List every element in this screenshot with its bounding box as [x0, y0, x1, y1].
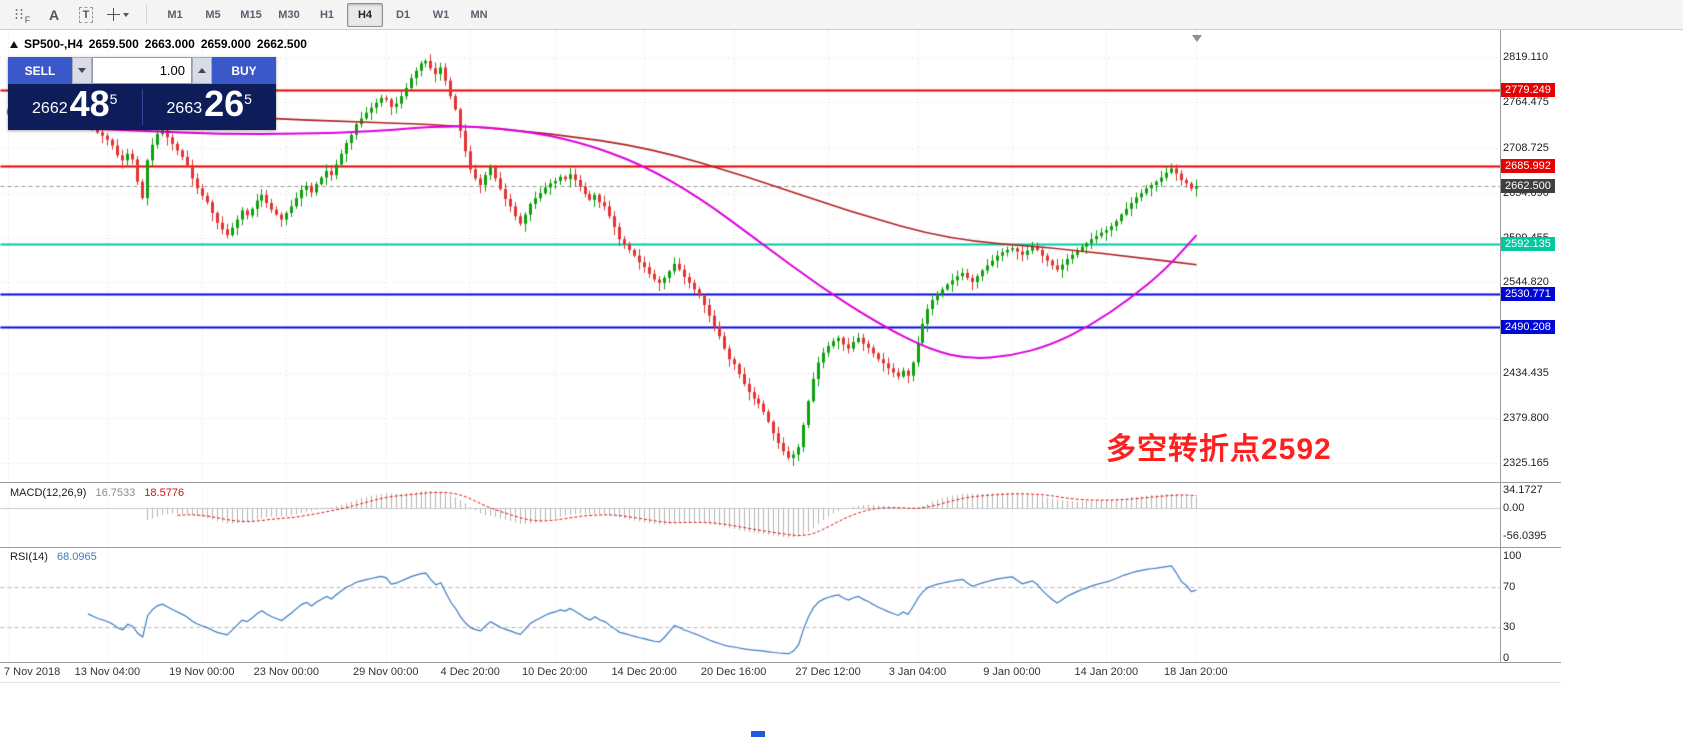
- volume-down-button[interactable]: [72, 57, 92, 84]
- text-label-button[interactable]: A: [40, 2, 68, 28]
- timeframe-toolbar: M1 M5 M15 M30 H1 H4 D1 W1 MN: [157, 2, 499, 27]
- low-value: 2659.000: [200, 37, 251, 51]
- axis-label: -56.0395: [1503, 530, 1547, 543]
- text-box-button[interactable]: T: [72, 2, 100, 28]
- rsi-value: 68.0965: [56, 551, 97, 563]
- timeframe-button-h4[interactable]: H4: [347, 2, 383, 27]
- axis-label: 2379.800: [1503, 412, 1549, 425]
- macd-canvas[interactable]: [0, 483, 1500, 547]
- timeframe-button-w1[interactable]: W1: [432, 8, 450, 21]
- volume-input[interactable]: [92, 57, 192, 84]
- timeframe-button-h1[interactable]: H1: [319, 8, 335, 21]
- price-level-label: 2530.771: [1501, 287, 1555, 301]
- chevron-down-icon: [123, 12, 129, 17]
- axis-label: 30: [1503, 621, 1516, 634]
- rsi-timeaxis-separator: [0, 662, 1561, 663]
- rsi-name: RSI(14): [10, 551, 48, 563]
- price-level-label: 2592.135: [1501, 236, 1555, 251]
- high-value: 2663.000: [144, 37, 195, 51]
- macd-rsi-separator[interactable]: [0, 547, 1561, 548]
- time-axis-label: 20 Dec 16:00: [700, 666, 767, 678]
- time-axis-label: 19 Nov 00:00: [169, 666, 235, 678]
- bid-main: 2662: [32, 99, 68, 117]
- sell-button[interactable]: SELL: [8, 57, 72, 84]
- axis-label: 2819.110: [1503, 51, 1549, 63]
- rsi-label: RSI(14) 68.0965: [10, 551, 97, 563]
- time-axis-label: 29 Nov 00:00: [353, 666, 419, 678]
- time-axis-label: 4 Dec 20:00: [440, 666, 500, 678]
- price-divider: [141, 89, 143, 125]
- axis-label: 100: [1503, 550, 1522, 562]
- timeframe-button-mn[interactable]: MN: [470, 8, 488, 21]
- axis-label: 34.1727: [1503, 484, 1543, 497]
- time-axis-label: 3 Jan 04:00: [888, 666, 947, 678]
- time-axis-label: 10 Dec 20:00: [521, 666, 588, 678]
- timeframe-button-m1[interactable]: M1: [167, 8, 183, 21]
- macd-name: MACD(12,26,9): [10, 487, 87, 499]
- price-level-label: 2490.208: [1501, 320, 1555, 335]
- crosshair-icon: [107, 8, 120, 21]
- rsi-canvas[interactable]: [0, 548, 1500, 662]
- chart-macd-separator[interactable]: [0, 482, 1561, 483]
- time-axis-label: 9 Jan 00:00: [983, 666, 1041, 678]
- chart-annotation-text: 多空转折点2592: [1106, 433, 1332, 466]
- axis-label: 2708.725: [1503, 141, 1549, 154]
- time-axis-label: 18 Jan 20:00: [1164, 666, 1228, 678]
- price-level-label: 2685.992: [1501, 159, 1555, 174]
- macd-signal-value: 18.5776: [144, 487, 185, 499]
- volume-up-button[interactable]: [192, 57, 212, 84]
- grid-icon: [13, 8, 24, 21]
- timeframe-button-d1[interactable]: D1: [395, 8, 411, 21]
- close-value: 2662.500: [256, 37, 307, 51]
- symbol-timeframe: SP500-,H4: [24, 37, 83, 51]
- one-click-trading-panel: SELL BUY 2662 48 5 2663 26 5: [8, 57, 276, 130]
- triangle-up-icon: [198, 68, 206, 73]
- axis-label: 2434.435: [1503, 367, 1549, 380]
- price-level-label: 2779.249: [1501, 82, 1555, 97]
- time-axis-label: 14 Dec 20:00: [611, 666, 677, 678]
- price-level-label: 2662.500: [1501, 178, 1555, 193]
- axis-label: 0: [1503, 652, 1510, 664]
- ask-pips: 26: [204, 83, 245, 125]
- macd-label: MACD(12,26,9) 16.7533 18.5776: [10, 487, 184, 499]
- time-axis-label: 23 Nov 00:00: [253, 666, 320, 678]
- axis-label: 2325.165: [1503, 457, 1549, 469]
- axis-label: 0.00: [1503, 501, 1525, 514]
- macd-main-value: 16.7533: [95, 487, 136, 499]
- open-value: 2659.500: [88, 37, 139, 51]
- text-box-icon: T: [78, 6, 94, 23]
- crosshair-button[interactable]: [104, 2, 132, 28]
- buy-button[interactable]: BUY: [212, 57, 276, 84]
- bottom-edge-artifact: [751, 731, 765, 737]
- toolbar-separator: [146, 4, 147, 25]
- axis-label: 70: [1503, 580, 1516, 593]
- time-axis-label: 27 Dec 12:00: [795, 666, 861, 678]
- ask-fraction: 5: [244, 90, 252, 107]
- axis-label: 2544.820: [1503, 276, 1549, 289]
- ohlc-header: SP500-,H4 2659.500 2663.000 2659.000 266…: [10, 37, 313, 51]
- text-label-icon: A: [48, 6, 60, 23]
- grid-icon-label: F: [24, 14, 31, 25]
- tick-up-icon: [10, 40, 18, 48]
- timeframe-button-m15[interactable]: M15: [240, 8, 262, 21]
- bid-price[interactable]: 2662 48 5: [8, 83, 142, 125]
- bid-pips: 48: [69, 83, 110, 125]
- indicator-grid-button[interactable]: F: [8, 2, 36, 28]
- timeframe-button-m5[interactable]: M5: [205, 8, 221, 21]
- top-toolbar: F A T M1 M5 M15 M30 H1 H4 D1 W1 MN: [0, 0, 1683, 30]
- triangle-down-icon: [78, 68, 86, 73]
- price-axis-border: [1500, 30, 1501, 662]
- time-axis-label: 7 Nov 2018: [4, 666, 61, 678]
- time-axis-label: 13 Nov 04:00: [74, 666, 141, 678]
- window-bottom-edge: [0, 682, 1561, 683]
- chart-shift-marker[interactable]: [1192, 35, 1202, 42]
- time-axis-label: 14 Jan 20:00: [1074, 666, 1139, 678]
- axis-label: 2764.475: [1503, 95, 1549, 108]
- bid-fraction: 5: [109, 90, 118, 107]
- ask-price[interactable]: 2663 26 5: [143, 83, 277, 125]
- ask-main: 2663: [166, 99, 203, 117]
- timeframe-button-m30[interactable]: M30: [278, 8, 300, 21]
